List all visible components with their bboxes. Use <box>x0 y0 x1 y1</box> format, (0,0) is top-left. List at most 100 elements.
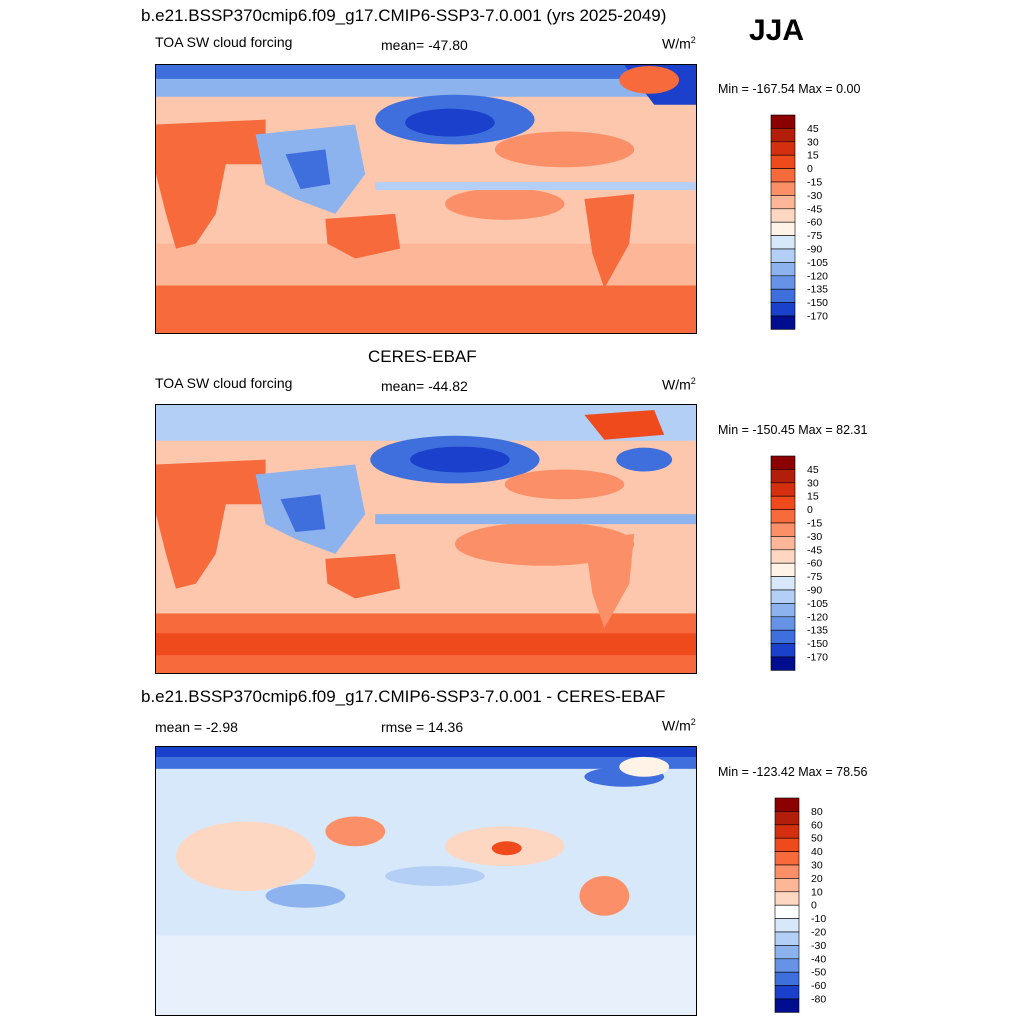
panel1-map-field <box>156 65 696 333</box>
panel2-mean-label: mean= -44.82 <box>381 378 468 394</box>
colorbar-swatch <box>774 837 800 852</box>
colorbar-swatch <box>770 536 796 551</box>
colorbar-tick-label: 0 <box>811 900 817 912</box>
colorbar-swatch <box>770 141 796 156</box>
colorbar-tick-label: 15 <box>807 491 819 503</box>
colorbar-swatch <box>774 864 800 879</box>
colorbar-swatch <box>774 985 800 1000</box>
colorbar-tick-label: -170 <box>807 311 828 323</box>
colorbar-tick-label: -135 <box>807 625 828 637</box>
colorbar-swatch <box>770 208 796 223</box>
colorbar-swatch <box>770 576 796 591</box>
season-label: JJA <box>749 14 805 47</box>
panel1-minmax-label: Min = -167.54 Max = 0.00 <box>718 82 861 96</box>
colorbar-swatch <box>770 482 796 497</box>
panel3-colorbar: 80 60 50 40 30 20 10 0 -10 -20 -30 -40 -50 -60 -80 <box>774 797 855 1013</box>
colorbar-tick-label: -20 <box>811 927 826 939</box>
panel3-mean-label: mean = -2.98 <box>155 719 238 735</box>
colorbar-swatch <box>774 998 800 1013</box>
panel2-map <box>155 404 697 674</box>
colorbar-tick-label: 30 <box>807 136 819 148</box>
colorbar-tick-label: 80 <box>811 806 823 818</box>
panel3-map-field <box>156 747 696 1015</box>
colorbar-swatch <box>770 509 796 524</box>
panel3-minmax-label: Min = -123.42 Max = 78.56 <box>718 765 868 779</box>
colorbar-tick-label: -10 <box>811 913 826 925</box>
colorbar-tick-label: -45 <box>807 544 822 556</box>
colorbar-tick-label: 20 <box>811 873 823 885</box>
colorbar-swatch <box>774 971 800 986</box>
colorbar-tick-label: -105 <box>807 598 828 610</box>
panel2-colorbar: 45 30 15 0 -15 -30 -45 -60 -75 -90 -105 -120 -135 -15… <box>770 455 851 671</box>
colorbar-swatch <box>770 315 796 330</box>
colorbar-tick-label: -90 <box>807 585 822 597</box>
colorbar-swatch <box>770 562 796 577</box>
panel1-title: b.e21.BSSP370cmip6.f09_g17.CMIP6-SSP3-7.… <box>141 6 667 25</box>
colorbar-swatch <box>770 168 796 183</box>
colorbar-swatch <box>774 904 800 919</box>
colorbar-tick-label: 50 <box>811 833 823 845</box>
colorbar-tick-label: -150 <box>807 297 828 309</box>
panel1-mean-label: mean= -47.80 <box>381 37 468 53</box>
colorbar-tick-label: 40 <box>811 846 823 858</box>
panel1-unit-label: W/m2 <box>662 35 696 52</box>
colorbar-swatch <box>770 114 796 129</box>
panel2-title: CERES-EBAF <box>368 347 477 366</box>
panel2-map-field <box>156 405 696 673</box>
colorbar-tick-label: 30 <box>807 477 819 489</box>
panel2-minmax-label: Min = -150.45 Max = 82.31 <box>718 423 868 437</box>
colorbar-swatch <box>770 629 796 644</box>
colorbar-tick-label: -60 <box>807 558 822 570</box>
colorbar-swatch <box>774 851 800 866</box>
panel3-map <box>155 746 697 1016</box>
colorbar-tick-label: 45 <box>807 464 819 476</box>
colorbar-tick-label: 60 <box>811 819 823 831</box>
colorbar-tick-label: 0 <box>807 163 813 175</box>
panel3-title: b.e21.BSSP370cmip6.f09_g17.CMIP6-SSP3-7.… <box>141 687 666 706</box>
colorbar-swatch <box>770 248 796 263</box>
panel1-map <box>155 64 697 334</box>
panel1-colorbar: 45 30 15 0 -15 -30 -45 -60 -75 -90 -105 -120 -135 -15… <box>770 114 851 330</box>
colorbar-swatch <box>774 918 800 933</box>
colorbar-tick-label: -120 <box>807 270 828 282</box>
colorbar-tick-label: -150 <box>807 638 828 650</box>
colorbar-swatch <box>770 522 796 537</box>
colorbar-swatch <box>770 221 796 236</box>
colorbar-swatch <box>770 455 796 470</box>
colorbar-swatch <box>770 288 796 303</box>
colorbar-tick-label: -30 <box>811 940 826 952</box>
colorbar-swatch <box>770 235 796 250</box>
colorbar-tick-label: -40 <box>811 953 826 965</box>
colorbar-tick-label: 0 <box>807 504 813 516</box>
panel2-unit-label: W/m2 <box>662 376 696 393</box>
colorbar-tick-label: 10 <box>811 886 823 898</box>
colorbar-tick-label: -75 <box>807 571 822 583</box>
panel3-rmse-label: rmse = 14.36 <box>381 719 464 735</box>
colorbar-swatch <box>774 931 800 946</box>
colorbar-swatch <box>770 275 796 290</box>
colorbar-swatch <box>774 824 800 839</box>
colorbar-swatch <box>770 589 796 604</box>
colorbar-tick-label: -60 <box>807 217 822 229</box>
colorbar-swatch <box>770 495 796 510</box>
colorbar-swatch <box>770 656 796 671</box>
colorbar-swatch <box>770 643 796 658</box>
colorbar-tick-label: -80 <box>811 994 826 1006</box>
panel1-variable-label: TOA SW cloud forcing <box>155 34 293 50</box>
colorbar-tick-label: -50 <box>811 967 826 979</box>
colorbar-swatch <box>774 945 800 960</box>
colorbar-tick-label: -90 <box>807 244 822 256</box>
colorbar-tick-label: -60 <box>811 980 826 992</box>
colorbar-swatch <box>770 302 796 317</box>
colorbar-tick-label: -170 <box>807 652 828 664</box>
colorbar-tick-label: -75 <box>807 230 822 242</box>
colorbar-swatch <box>770 181 796 196</box>
colorbar-swatch <box>774 878 800 893</box>
colorbar-tick-label: 45 <box>807 123 819 135</box>
panel2-variable-label: TOA SW cloud forcing <box>155 375 293 391</box>
colorbar-swatch <box>770 549 796 564</box>
colorbar-tick-label: -30 <box>807 190 822 202</box>
colorbar-tick-label: 30 <box>811 860 823 872</box>
